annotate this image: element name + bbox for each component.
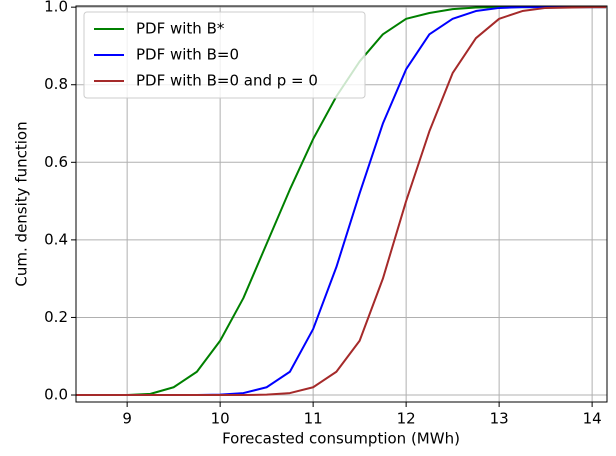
- x-tick-label: 9: [122, 410, 132, 428]
- x-tick-label: 11: [304, 410, 323, 428]
- y-axis-label: Cum. density function: [13, 121, 31, 286]
- x-tick-label: 14: [583, 410, 602, 428]
- x-tick-label: 13: [490, 410, 509, 428]
- y-tick-label: 0.4: [44, 230, 68, 248]
- legend-label: PDF with B=0: [136, 46, 239, 64]
- y-tick-label: 0.2: [44, 308, 68, 326]
- x-axis-label: Forecasted consumption (MWh): [222, 430, 460, 448]
- x-tick-label: 12: [397, 410, 416, 428]
- legend-label: PDF with B*: [136, 20, 225, 38]
- y-tick-label: 0.6: [44, 153, 68, 171]
- y-tick-label: 0.8: [44, 75, 68, 93]
- y-tick-label: 1.0: [44, 0, 68, 16]
- y-tick-label: 0.0: [44, 386, 68, 404]
- plot-frame: [75, 5, 608, 403]
- x-tick-label: 10: [211, 410, 230, 428]
- series-line: [76, 6, 607, 397]
- legend-box: [83, 11, 366, 99]
- legend-label: PDF with B=0 and p = 0: [136, 72, 318, 90]
